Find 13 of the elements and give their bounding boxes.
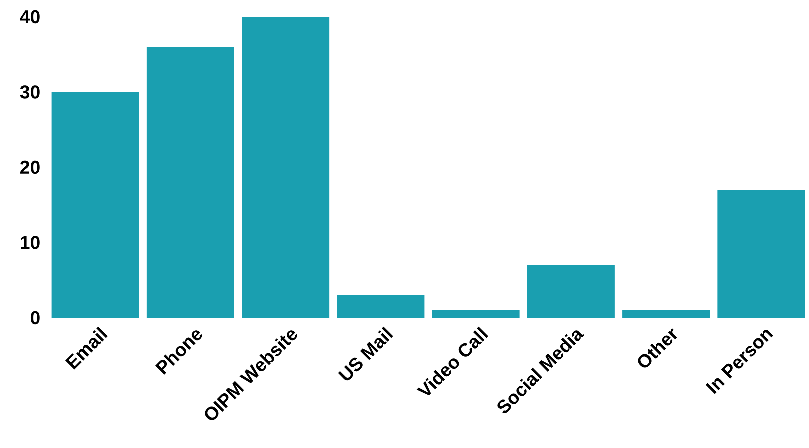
bar: [622, 310, 710, 318]
bar: [242, 16, 330, 318]
y-tick-label: 30: [20, 86, 40, 99]
y-tick-label: 20: [20, 160, 40, 174]
bar: [432, 310, 520, 318]
y-tick-label: 10: [21, 236, 40, 250]
bar: [146, 47, 234, 318]
y-tick-label: 40: [20, 10, 40, 24]
bar: [337, 295, 425, 318]
bar: [527, 265, 615, 318]
y-tick-label: 0: [30, 311, 40, 325]
bar: [718, 190, 806, 318]
bar: [52, 92, 140, 318]
